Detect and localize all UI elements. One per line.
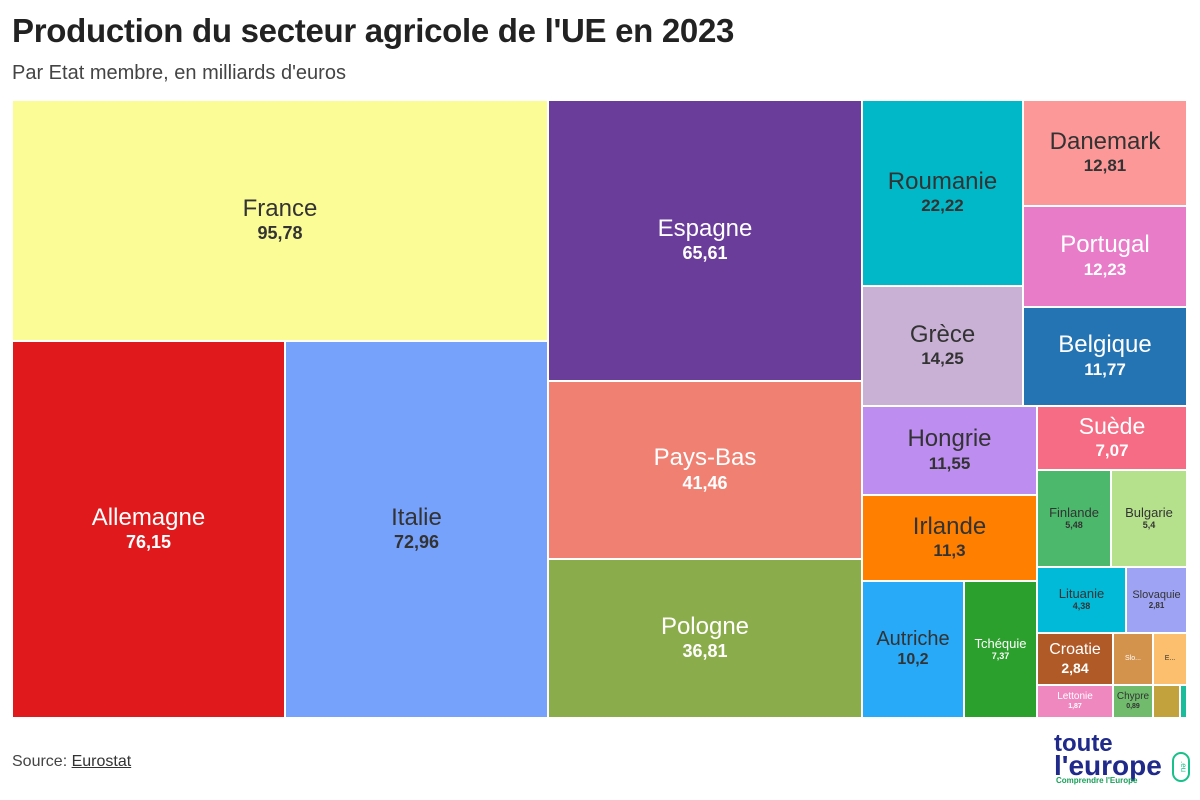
treemap-cell-label: Croatie: [1049, 641, 1101, 659]
treemap-cell-label: Suède: [1078, 413, 1146, 440]
source-link[interactable]: Eurostat: [71, 753, 132, 770]
treemap-cell-portugal[interactable]: Portugal 12,23: [1023, 206, 1187, 307]
treemap-cell-slovaquie[interactable]: Slovaquie 2,81: [1126, 567, 1187, 633]
treemap-cell-belgique[interactable]: Belgique 11,77: [1023, 307, 1187, 406]
treemap-cell-grece[interactable]: Grèce 14,25: [862, 286, 1023, 406]
logo-tagline: Comprendre l'Europe: [1056, 776, 1138, 785]
logo-text-line2: l'europe: [1054, 750, 1162, 781]
treemap-cell-value: 14,25: [921, 349, 964, 369]
treemap-cell-e[interactable]: E...: [1153, 633, 1187, 685]
treemap-cell-label: Pologne: [660, 612, 750, 640]
treemap-cell-value: 12,23: [1083, 259, 1127, 279]
treemap-cell-label: Roumanie: [887, 167, 998, 195]
treemap-cell-label: Danemark: [1049, 127, 1161, 155]
treemap-cell-france[interactable]: France 95,78: [12, 100, 548, 341]
treemap-cell-label: Hongrie: [907, 425, 992, 453]
treemap-cell-finlande[interactable]: Finlande 5,48: [1037, 470, 1111, 567]
treemap-cell-label: E...: [1164, 655, 1176, 663]
treemap-cell-value: 95,78: [257, 223, 303, 243]
treemap-cell-label: Slo...: [1125, 655, 1141, 663]
treemap-cell-irlande[interactable]: Irlande 11,3: [862, 495, 1037, 581]
treemap-cell-value: 4,38: [1072, 601, 1091, 612]
treemap-cell-bulgarie[interactable]: Bulgarie 5,4: [1111, 470, 1187, 567]
treemap-cell-label: Pays-Bas: [653, 444, 757, 472]
treemap-cell-pologne[interactable]: Pologne 36,81: [548, 559, 862, 718]
treemap-cell-value: 11,77: [1084, 359, 1126, 379]
treemap-cell-value: 11,3: [933, 541, 966, 561]
treemap-cell-value: 12,81: [1083, 156, 1127, 176]
treemap-cell-label: Lettonie: [1057, 691, 1093, 703]
treemap-cell-label: Chypre: [1116, 691, 1150, 703]
treemap-cell-label: Belgique: [1058, 331, 1152, 359]
treemap-cell-label: Portugal: [1060, 231, 1150, 259]
treemap-cell-unlabeled-26[interactable]: [1180, 685, 1187, 718]
treemap-cell-unlabeled-25[interactable]: [1153, 685, 1180, 718]
treemap-cell-label: Bulgarie: [1125, 504, 1173, 520]
treemap-cell-value: 22,22: [921, 196, 964, 216]
treemap-chart: France 95,78 Allemagne 76,15 Italie 72,96 Espa…: [12, 100, 1187, 718]
treemap-cell-label: Slovaquie: [1132, 588, 1181, 601]
source-prefix: Source:: [12, 753, 72, 770]
treemap-cell-value: 65,61: [682, 243, 728, 263]
treemap-cell-value: 2,81: [1148, 600, 1165, 610]
treemap-cell-value: 5,48: [1065, 519, 1083, 530]
treemap-cell-label: Finlande: [1049, 504, 1099, 520]
treemap-cell-slo[interactable]: Slo...: [1113, 633, 1153, 685]
treemap-cell-tchequie[interactable]: Tchéquie 7,37: [964, 581, 1037, 718]
treemap-cell-label: Autriche: [876, 628, 950, 651]
treemap-cell-value: 5,4: [1142, 519, 1156, 530]
treemap-cell-value: 7,07: [1095, 440, 1129, 460]
treemap-cell-value: 72,96: [393, 532, 440, 552]
treemap-cell-value: 36,81: [682, 641, 728, 661]
treemap-cell-value: 10,2: [897, 651, 929, 669]
logo-eu-badge: .eu: [1172, 752, 1190, 782]
treemap-cell-danemark[interactable]: Danemark 12,81: [1023, 100, 1187, 206]
treemap-cell-allemagne[interactable]: Allemagne 76,15: [12, 341, 285, 718]
treemap-cell-label: Grèce: [909, 320, 976, 348]
treemap-cell-value: 11,55: [928, 453, 971, 473]
treemap-cell-label: Espagne: [657, 214, 753, 242]
treemap-cell-italie[interactable]: Italie 72,96: [285, 341, 548, 718]
chart-subtitle: Par Etat membre, en milliards d'euros: [12, 62, 346, 84]
logo-text-line1: toute: [1054, 730, 1113, 757]
treemap-cell-value: 7,37: [991, 650, 1010, 661]
treemap-cell-autriche[interactable]: Autriche 10,2: [862, 581, 964, 718]
treemap-cell-pays-bas[interactable]: Pays-Bas 41,46: [548, 381, 862, 559]
treemap-cell-label: France: [242, 194, 318, 222]
toute-leurope-logo[interactable]: toute l'europe Comprendre l'Europe .eu: [1054, 732, 1194, 788]
treemap-cell-label: Lituanie: [1058, 586, 1105, 601]
treemap-cell-lituanie[interactable]: Lituanie 4,38: [1037, 567, 1126, 633]
treemap-cell-hongrie[interactable]: Hongrie 11,55: [862, 406, 1037, 495]
treemap-cell-value: 76,15: [125, 532, 172, 552]
source-note: Source: Eurostat: [12, 753, 131, 771]
treemap-cell-value: 0,89: [1126, 703, 1140, 711]
treemap-cell-lettonie[interactable]: Lettonie 1,87: [1037, 685, 1113, 718]
treemap-cell-value: 1,87: [1068, 703, 1082, 711]
treemap-cell-espagne[interactable]: Espagne 65,61: [548, 100, 862, 381]
treemap-cell-label: Allemagne: [91, 503, 206, 531]
treemap-cell-suede[interactable]: Suède 7,07: [1037, 406, 1187, 470]
chart-title: Production du secteur agricole de l'UE e…: [12, 12, 735, 49]
treemap-cell-value: 41,46: [682, 472, 728, 493]
treemap-cell-value: 2,84: [1061, 659, 1089, 676]
treemap-cell-label: Italie: [391, 503, 442, 531]
treemap-cell-label: Irlande: [912, 512, 987, 540]
treemap-cell-croatie[interactable]: Croatie 2,84: [1037, 633, 1113, 685]
treemap-cell-label: Tchéquie: [974, 635, 1027, 651]
treemap-cell-roumanie[interactable]: Roumanie 22,22: [862, 100, 1023, 286]
treemap-cell-chypre[interactable]: Chypre 0,89: [1113, 685, 1153, 718]
